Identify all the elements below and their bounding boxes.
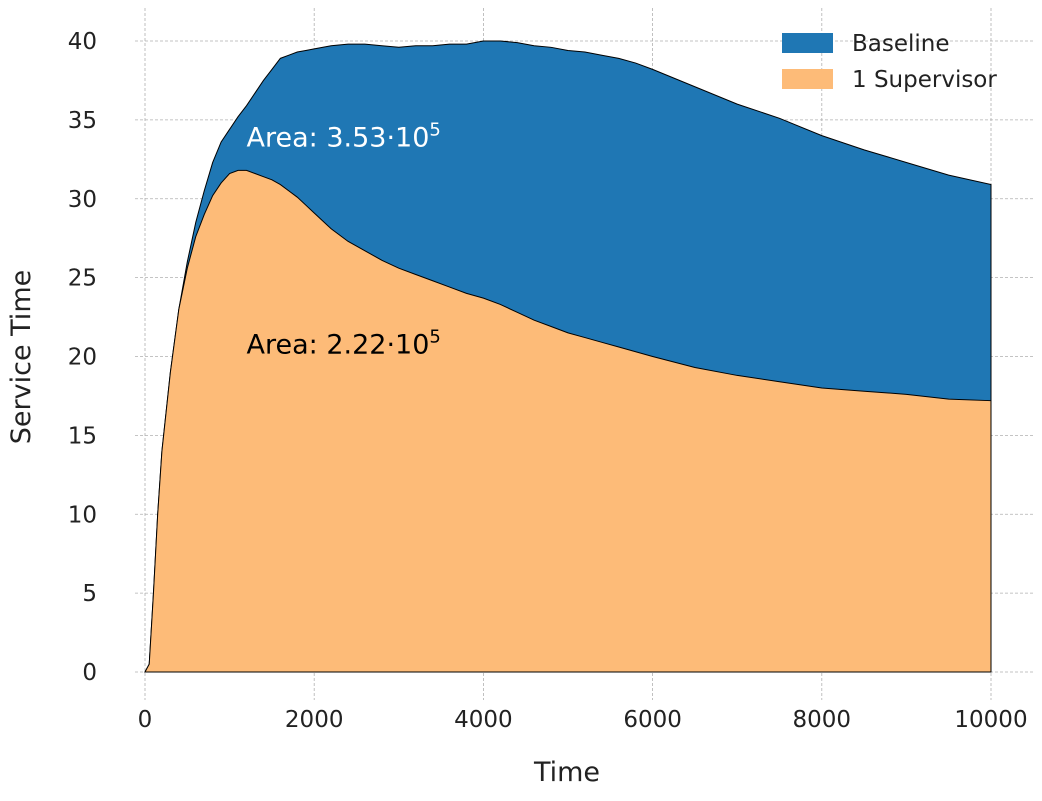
x-tick-label: 10000 (954, 707, 1027, 733)
y-tick-label: 10 (68, 502, 97, 528)
y-tick-label: 25 (68, 266, 97, 292)
y-tick-label: 0 (82, 660, 97, 686)
y-axis-label: Service Time (6, 270, 37, 444)
legend-label: 1 Supervisor (852, 67, 997, 93)
legend-swatch (782, 33, 833, 53)
legend: Baseline 1 Supervisor (782, 31, 997, 93)
axis-ticks: 0 2000 4000 6000 8000 10000 0 5 10 15 20 25 30 35 40 (68, 29, 1028, 733)
x-tick-label: 4000 (454, 707, 513, 733)
area-annotation: Area: 3.53·105 (247, 120, 441, 154)
y-tick-label: 20 (68, 345, 97, 371)
area-annotations: Area: 3.53·105 Area: 2.22·105 (247, 120, 441, 361)
y-tick-label: 35 (68, 108, 97, 134)
x-axis-label: Time (533, 757, 600, 788)
x-tick-label: 8000 (793, 707, 852, 733)
x-tick-label: 6000 (623, 707, 682, 733)
y-tick-label: 5 (82, 581, 97, 607)
y-tick-label: 15 (68, 423, 97, 449)
legend-label: Baseline (852, 31, 950, 57)
y-tick-label: 40 (68, 29, 97, 55)
y-tick-label: 30 (68, 187, 97, 213)
legend-swatch (782, 69, 833, 89)
area-series-layer (144, 40, 992, 673)
area-annotation: Area: 2.22·105 (247, 326, 441, 360)
area-1-supervisor (144, 169, 992, 673)
x-tick-label: 2000 (285, 707, 344, 733)
x-tick-label: 0 (138, 707, 153, 733)
